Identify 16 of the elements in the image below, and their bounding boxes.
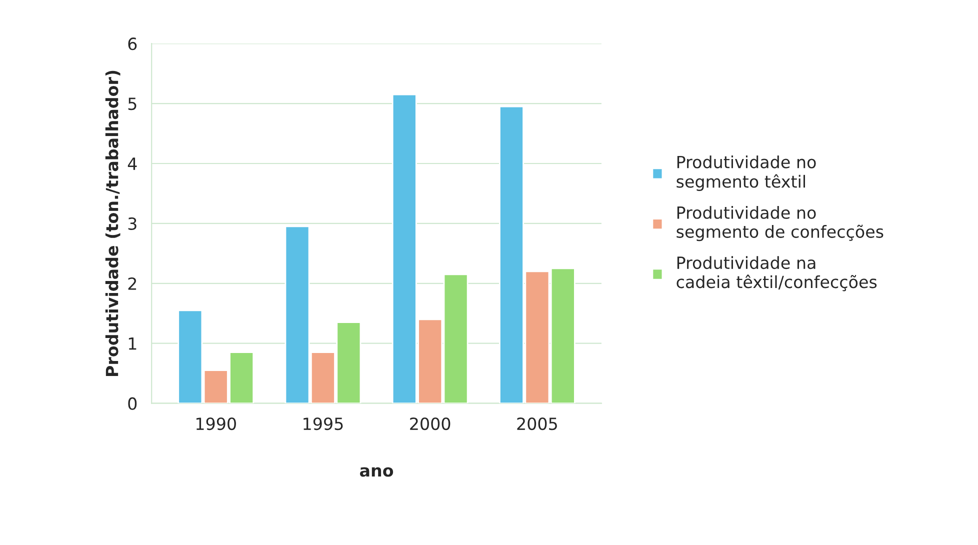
legend-label: Produtividade no segmento têxtil [676, 155, 816, 192]
y-tick-label: 4 [128, 158, 137, 170]
legend-label: Produtividade no segmento de confecções [676, 206, 884, 242]
x-tick-label: 1990 [196, 417, 236, 430]
x-tick-label: 1995 [304, 417, 343, 430]
y-tick-label: 2 [128, 277, 136, 290]
y-tick-label: 6 [128, 38, 137, 50]
y-tick-label: 5 [128, 98, 136, 110]
y-tick-label: 0 [128, 397, 137, 410]
y-axis-title: Produtividade (ton./trabalhador) [105, 70, 120, 376]
x-axis-title: ano [360, 467, 394, 477]
legend-label: Produtividade na cadeia têxtil/confecções [676, 256, 877, 292]
y-tick-label: 1 [128, 338, 136, 350]
x-tick-label: 2005 [517, 417, 557, 430]
y-tick-label: 3 [128, 217, 136, 230]
x-tick-label: 2000 [410, 417, 450, 430]
